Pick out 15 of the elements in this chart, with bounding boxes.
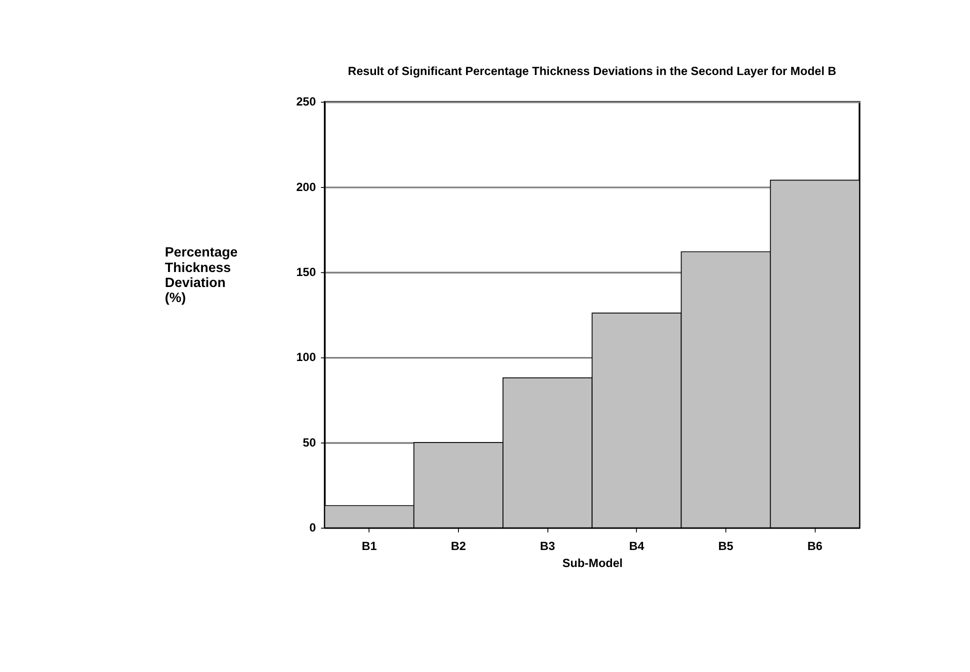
x-tick-label: B5 — [718, 539, 734, 554]
y-tick-label: 250 — [296, 94, 316, 109]
x-tick-label: B3 — [540, 539, 556, 554]
x-axis-title: Sub-Model — [562, 556, 623, 570]
chart-title: Result of Significant Percentage Thickness Deviations in the Second Layer for Model B — [348, 64, 836, 78]
y-tick-label: 50 — [302, 435, 316, 450]
x-tick-label: B6 — [807, 539, 823, 554]
y-axis-title: Percentage Thickness Deviation (%) — [164, 244, 238, 306]
y-tick-label: 150 — [296, 264, 316, 279]
x-tick-label: B4 — [629, 539, 645, 554]
x-tick-label: B2 — [450, 539, 466, 554]
y-tick-label: 200 — [296, 180, 316, 194]
x-tick-label: B1 — [362, 539, 378, 554]
y-tick-label: 100 — [296, 350, 316, 364]
y-tick-label: 0 — [309, 520, 316, 535]
